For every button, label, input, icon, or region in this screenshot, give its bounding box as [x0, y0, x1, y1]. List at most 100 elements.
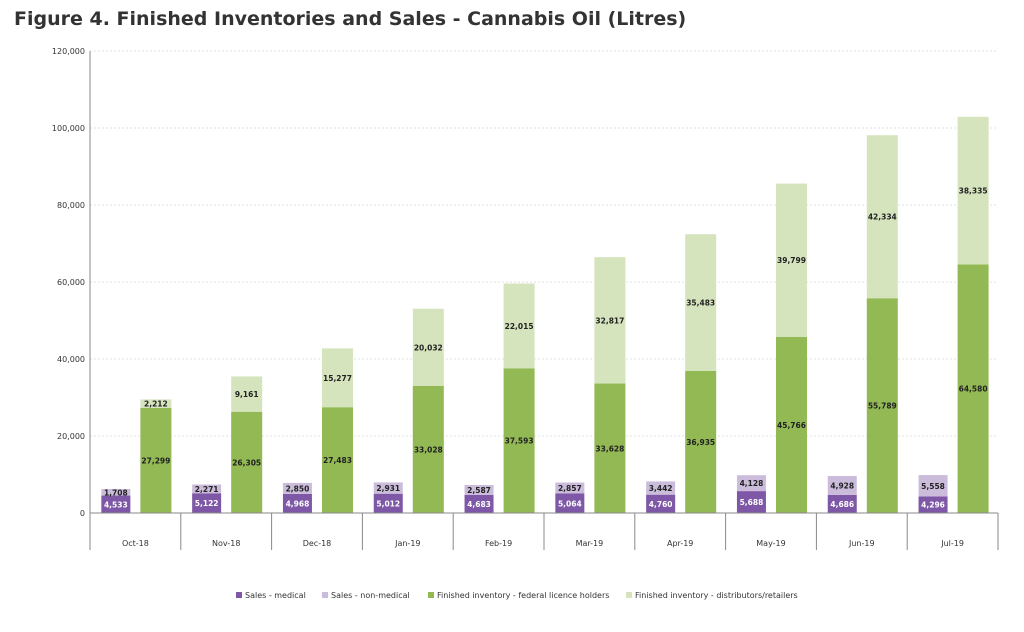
data-label-fed-inventory: 64,580	[959, 385, 988, 394]
bar-fed-inventory	[594, 383, 626, 513]
bar-dist-inventory	[685, 234, 717, 371]
legend-swatch	[322, 592, 328, 598]
legend-label: Finished inventory - federal licence hol…	[437, 591, 609, 600]
data-label-dist-inventory: 35,483	[686, 298, 715, 307]
data-label-fed-inventory: 55,789	[868, 402, 897, 411]
bar-dist-inventory	[957, 116, 989, 265]
bar-sales-non-medical	[101, 488, 131, 496]
x-tick-label: Feb-19	[485, 539, 512, 548]
bar-dist-inventory	[412, 308, 444, 386]
data-label-fed-inventory: 27,483	[323, 456, 352, 465]
x-tick-label: Apr-19	[667, 539, 693, 548]
data-label-dist-inventory: 39,799	[777, 256, 806, 265]
axes: 0 20,000 40,000 60,000 80,000 100,000 120,000 O…	[52, 47, 999, 550]
x-tick-label: Jul-19	[940, 539, 964, 548]
bar-sales-medical	[373, 493, 403, 513]
data-label-fed-inventory: 33,028	[414, 445, 443, 454]
bar-fed-inventory	[231, 411, 263, 513]
bar-fed-inventory	[685, 370, 717, 513]
data-label-fed-inventory: 26,305	[232, 458, 261, 467]
data-label-sales-medical: 4,296	[921, 501, 945, 510]
data-label-sales-non-medical: 2,931	[376, 484, 400, 493]
data-label-sales-medical: 5,122	[195, 499, 219, 508]
bar-fed-inventory	[775, 336, 807, 513]
x-tick-label: May-19	[756, 539, 785, 548]
bar-sales-non-medical	[827, 475, 857, 495]
data-label-sales-medical: 4,533	[104, 500, 128, 509]
gridlines	[90, 50, 998, 437]
x-tick-label: Dec-18	[303, 539, 332, 548]
data-label-dist-inventory: 9,161	[235, 390, 259, 399]
data-label-fed-inventory: 27,299	[141, 456, 170, 465]
y-tick-label: 100,000	[52, 124, 85, 133]
data-label-dist-inventory: 42,334	[868, 213, 897, 222]
data-label-sales-non-medical: 1,708	[104, 488, 128, 497]
x-tick-label: Jun-19	[848, 539, 875, 548]
data-label-sales-medical: 5,064	[558, 499, 582, 508]
bar-sales-medical	[827, 494, 857, 513]
bar-sales-medical	[464, 494, 494, 513]
bars: 4,533 1,708 27,299 2,212 5,122 2,271 26,305 9,1…	[101, 116, 989, 513]
data-label-sales-non-medical: 2,587	[467, 486, 491, 495]
data-label-sales-medical: 4,968	[286, 499, 310, 508]
bar-sales-medical	[918, 496, 948, 513]
data-label-dist-inventory: 20,032	[414, 343, 443, 352]
data-label-fed-inventory: 33,628	[595, 444, 624, 453]
y-tick-label: 0	[80, 509, 85, 518]
x-tick-label: Nov-18	[212, 539, 240, 548]
legend-label: Sales - medical	[245, 591, 306, 600]
y-tick-label: 80,000	[57, 201, 85, 210]
data-label-sales-medical: 4,683	[467, 500, 491, 509]
bar-fed-inventory	[412, 385, 444, 513]
bar-fed-inventory	[957, 264, 989, 513]
bar-dist-inventory	[503, 283, 535, 369]
data-label-fed-inventory: 37,593	[505, 437, 534, 446]
y-tick-label: 120,000	[52, 47, 85, 56]
data-label-sales-medical: 4,760	[649, 500, 673, 509]
bar-sales-medical	[101, 495, 131, 513]
data-label-sales-non-medical: 3,442	[649, 484, 673, 493]
bar-sales-non-medical	[373, 482, 403, 494]
legend: Sales - medical Sales - non-medical Finish…	[236, 591, 798, 600]
bar-dist-inventory	[321, 348, 353, 408]
legend-label: Sales - non-medical	[331, 591, 410, 600]
legend-label: Finished inventory - distributors/retail…	[635, 591, 798, 600]
data-label-fed-inventory: 36,935	[686, 438, 715, 447]
bar-dist-inventory	[866, 135, 898, 299]
legend-swatch	[626, 592, 632, 598]
bar-sales-medical	[282, 493, 312, 513]
data-label-sales-medical: 5,012	[376, 499, 400, 508]
bar-dist-inventory	[775, 183, 807, 337]
bar-sales-non-medical	[555, 482, 585, 494]
legend-swatch	[428, 592, 434, 598]
bar-sales-non-medical	[464, 485, 494, 495]
figure-title: Figure 4. Finished Inventories and Sales…	[14, 8, 687, 30]
bar-fed-inventory	[866, 298, 898, 513]
bar-sales-medical	[736, 491, 766, 513]
data-label-sales-non-medical: 4,128	[740, 479, 764, 488]
bar-sales-non-medical	[282, 482, 312, 494]
data-label-sales-non-medical: 2,271	[195, 485, 219, 494]
bar-dist-inventory	[594, 257, 626, 384]
y-tick-label: 60,000	[57, 278, 85, 287]
bar-fed-inventory	[321, 407, 353, 513]
bar-sales-medical	[555, 493, 585, 513]
data-label-dist-inventory: 22,015	[505, 322, 534, 331]
bar-dist-inventory	[231, 376, 263, 412]
data-label-dist-inventory: 32,817	[595, 316, 624, 325]
y-tick-label: 20,000	[57, 432, 85, 441]
data-label-dist-inventory: 38,335	[959, 187, 988, 196]
data-label-sales-non-medical: 2,857	[558, 484, 582, 493]
bar-sales-non-medical	[646, 481, 676, 495]
data-label-sales-non-medical: 2,850	[286, 484, 310, 493]
bar-sales-non-medical	[736, 475, 766, 492]
legend-swatch	[236, 592, 242, 598]
bar-sales-medical	[646, 494, 676, 513]
data-label-dist-inventory: 15,277	[323, 374, 352, 383]
data-label-dist-inventory: 2,212	[144, 400, 168, 409]
bar-sales-non-medical	[192, 484, 222, 494]
bar-fed-inventory	[140, 407, 172, 513]
bar-sales-non-medical	[918, 475, 948, 497]
data-label-sales-non-medical: 5,558	[921, 482, 945, 491]
